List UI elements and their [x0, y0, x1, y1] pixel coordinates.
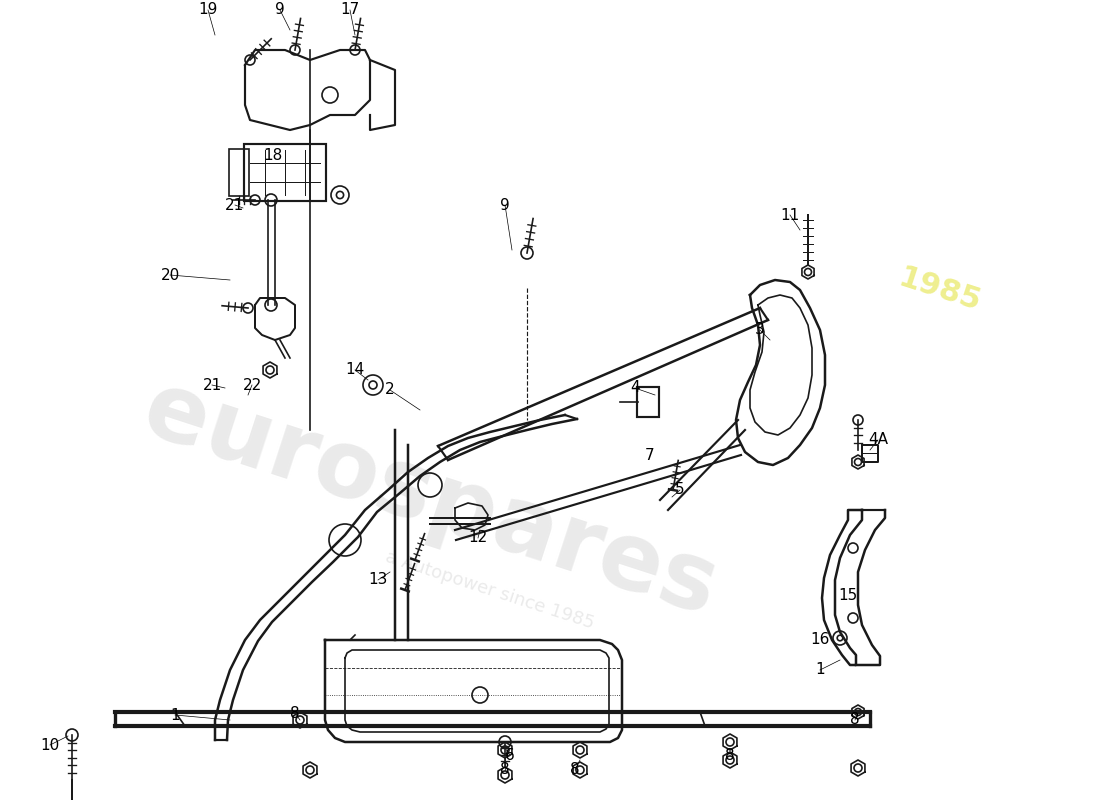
Text: 16: 16 [811, 633, 829, 647]
Text: 19: 19 [198, 2, 218, 18]
Text: 20: 20 [161, 267, 179, 282]
Text: 12: 12 [469, 530, 487, 546]
Text: 9: 9 [275, 2, 285, 18]
Text: 4A: 4A [868, 433, 888, 447]
Text: a Autopower since 1985: a Autopower since 1985 [383, 548, 596, 632]
Text: 1: 1 [815, 662, 825, 678]
Text: 14: 14 [345, 362, 364, 378]
Text: 8: 8 [725, 747, 735, 762]
Text: 15: 15 [838, 587, 858, 602]
Text: 2: 2 [385, 382, 395, 398]
Text: 8: 8 [850, 713, 860, 727]
Text: 3: 3 [755, 322, 764, 338]
Text: 6: 6 [505, 747, 515, 762]
Text: 1985: 1985 [895, 263, 984, 317]
Text: 17: 17 [340, 2, 360, 18]
Text: 7: 7 [646, 447, 654, 462]
Text: 9: 9 [500, 198, 510, 213]
Text: 21: 21 [226, 198, 244, 213]
Text: 4: 4 [630, 381, 640, 395]
Text: 10: 10 [41, 738, 59, 753]
Text: 8: 8 [500, 762, 509, 778]
Text: 21: 21 [202, 378, 221, 393]
Text: 22: 22 [242, 378, 262, 393]
Text: 5: 5 [675, 482, 685, 498]
Text: 8: 8 [570, 762, 580, 778]
Text: 18: 18 [263, 147, 283, 162]
Text: 1: 1 [170, 707, 179, 722]
Text: 11: 11 [780, 207, 800, 222]
Text: eurospares: eurospares [132, 364, 728, 636]
Text: 13: 13 [368, 573, 387, 587]
Text: 8: 8 [290, 706, 300, 721]
